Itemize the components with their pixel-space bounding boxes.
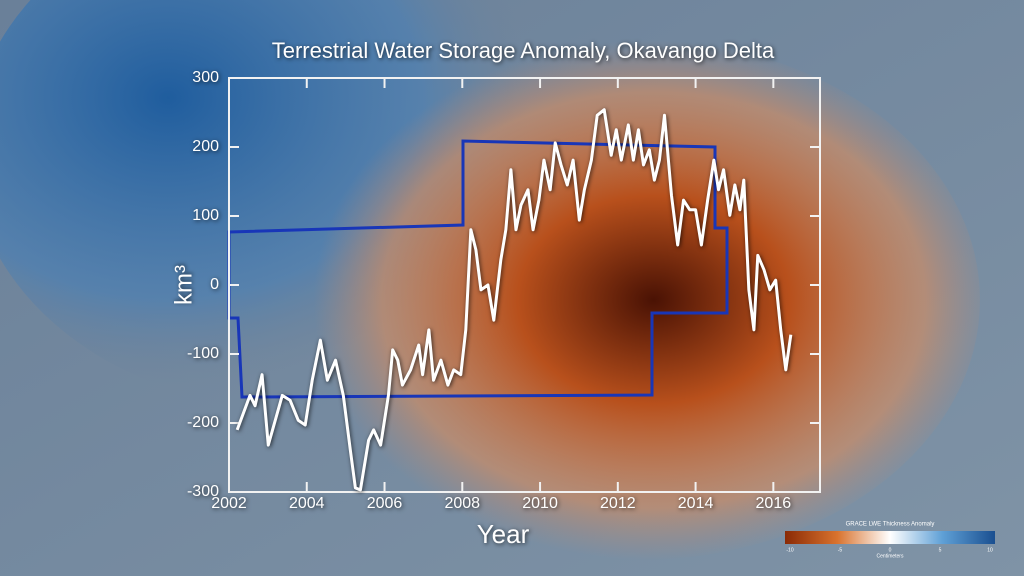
y-tick-label: 200 [192,138,219,155]
y-tick-label: -200 [187,414,219,431]
colorbar-tick-label: -5 [838,547,843,553]
y-tick-label: 300 [192,69,219,86]
colorbar-unit: Centimeters [877,553,904,559]
y-tick-label: -300 [187,483,219,500]
colorbar-title: GRACE LWE Thickness Anomaly [846,522,935,528]
colorbar [785,531,995,544]
y-axis-label: km³ [170,265,197,305]
x-tick-label: 2010 [522,495,558,512]
y-tick-label: 100 [192,207,219,224]
y-tick-label: -100 [187,345,219,362]
colorbar-tick-label: 5 [939,547,942,553]
x-tick-label: 2016 [756,495,792,512]
x-tick-label: 2008 [444,495,480,512]
x-tick-label: 2004 [289,495,325,512]
x-tick-label: 2006 [367,495,403,512]
colorbar-tick-label: 0 [889,547,892,553]
x-tick-label: 2012 [600,495,636,512]
y-tick-label: 0 [210,276,219,293]
x-tick-label: 2002 [211,495,247,512]
basin-outline [227,139,729,399]
chart-title: Terrestrial Water Storage Anomaly, Okava… [272,38,775,63]
map-anomaly-red [300,40,980,560]
data-line [235,108,793,492]
colorbar-tick-label: 10 [987,547,993,553]
colorbar-tick-label: -10 [786,547,793,553]
x-tick-label: 2014 [678,495,714,512]
x-axis-label: Year [477,519,530,549]
